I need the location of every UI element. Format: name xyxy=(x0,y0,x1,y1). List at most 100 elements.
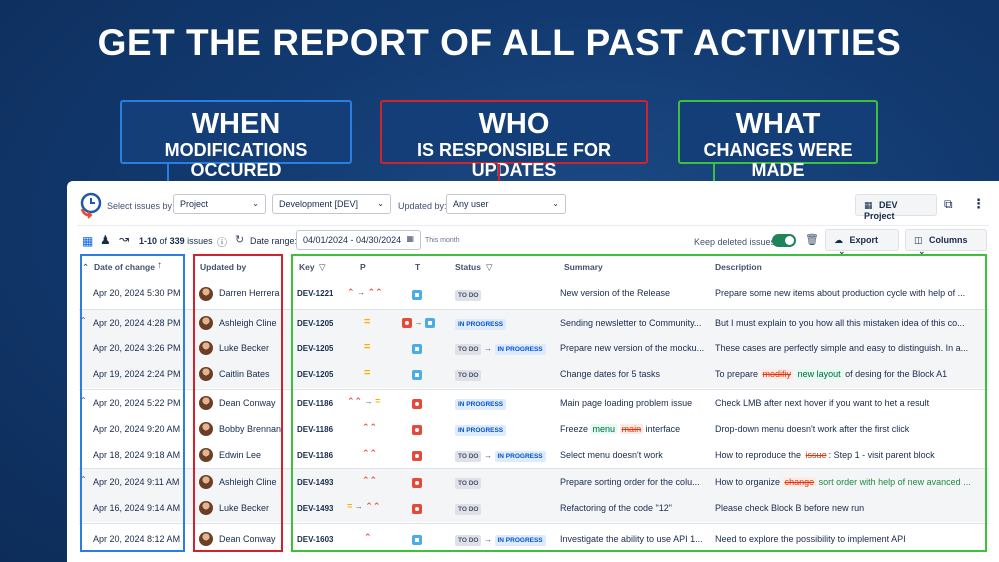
toolbar-divider xyxy=(77,225,989,226)
what-columns-frame xyxy=(291,254,987,552)
avatar xyxy=(199,501,213,515)
export-button[interactable]: ☁ Export ⌄ xyxy=(825,229,899,256)
table-row[interactable]: ⌃ Apr 20, 2024 9:11 AM Ashleigh Cline DE… xyxy=(79,468,989,495)
export-label: Export xyxy=(849,235,879,245)
group-by-user-icon[interactable]: ♟ xyxy=(100,233,111,247)
date-range-input[interactable]: 04/01/2024 - 04/30/2024 ▦ xyxy=(296,230,421,250)
table-row[interactable]: Apr 20, 2024 5:30 PM Darren Herrera DEV-… xyxy=(79,282,989,306)
type-task-icon xyxy=(412,289,422,300)
column-description[interactable]: Description xyxy=(715,262,762,272)
arrow-right-icon: → xyxy=(354,502,363,511)
dev-project-button-label: DEV Project xyxy=(864,200,898,221)
table-row[interactable]: ⌃ Apr 20, 2024 4:28 PM Ashleigh Cline DE… xyxy=(79,309,989,335)
priority-low-icon: ⌃ xyxy=(364,532,372,542)
who-column-frame xyxy=(193,254,283,552)
avatar xyxy=(199,316,213,330)
status-change: TO DO xyxy=(455,503,482,515)
dev-project-button[interactable]: ▦ DEV Project xyxy=(855,194,937,221)
refresh-icon[interactable]: ↻ xyxy=(235,234,245,246)
table-row[interactable]: Apr 20, 2024 9:20 AM Bobby Brennan DEV-1… xyxy=(79,416,989,443)
priority-medium-icon: = xyxy=(364,341,371,353)
user-name: Luke Becker xyxy=(219,343,270,353)
column-key[interactable]: Key xyxy=(299,262,315,272)
sort-ascending-icon[interactable]: ↑ xyxy=(157,260,162,271)
issue-key[interactable]: DEV-1205 xyxy=(297,344,334,353)
issue-key[interactable]: DEV-1205 xyxy=(297,319,334,328)
column-priority[interactable]: P xyxy=(360,262,366,272)
table-row[interactable]: Apr 20, 2024 3:26 PM Luke Becker DEV-120… xyxy=(79,335,989,362)
activity-clock-icon xyxy=(80,192,102,219)
issue-key[interactable]: DEV-1186 xyxy=(297,425,334,434)
added-text: sort order with help of new avanced ... xyxy=(818,477,971,487)
column-summary[interactable]: Summary xyxy=(564,262,603,272)
toggle-knob xyxy=(785,236,794,245)
issue-key[interactable]: DEV-1603 xyxy=(297,535,334,544)
user-name: Caitlin Bates xyxy=(219,369,270,379)
columns-label: Columns xyxy=(929,235,968,245)
priority-change: ⌃ → ⌃⌃ xyxy=(347,287,383,298)
chevron-down-icon: ⌄ xyxy=(377,199,384,208)
column-type[interactable]: T xyxy=(415,262,421,272)
summary: Sending newsletter to Community... xyxy=(560,318,702,328)
table-row[interactable]: Apr 18, 2024 9:18 AM Edwin Lee DEV-1186 … xyxy=(79,443,989,468)
callout-when: WHEN MODIFICATIONS OCCURED xyxy=(120,100,352,180)
filter-icon[interactable]: ▽ xyxy=(319,262,326,272)
user-name: Luke Becker xyxy=(219,503,270,513)
this-month-link[interactable]: This month xyxy=(425,237,460,244)
calendar-icon: ▦ xyxy=(406,234,414,243)
cloud-download-icon: ☁ xyxy=(834,235,843,245)
scope-select[interactable]: Project ⌄ xyxy=(173,194,266,214)
issue-range: 1-10 xyxy=(139,236,158,246)
more-options-icon[interactable]: ⋮ xyxy=(972,196,985,211)
table-view-icon[interactable]: ▦ xyxy=(82,234,94,248)
change-date: Apr 16, 2024 9:14 AM xyxy=(93,503,181,513)
change-date: Apr 20, 2024 3:26 PM xyxy=(93,343,181,353)
description-text: How to reproduce the xyxy=(715,450,804,460)
callout-what-subtitle: CHANGES WERE MADE xyxy=(703,140,853,180)
summary: Prepare sorting order for the colu... xyxy=(560,477,700,487)
issue-key[interactable]: DEV-1493 xyxy=(297,478,334,487)
status-change: TO DO → IN PROGRESS xyxy=(455,534,546,546)
table-row[interactable]: ⌃ Apr 20, 2024 5:22 PM Dean Conway DEV-1… xyxy=(79,389,989,416)
callout-who-subtitle: IS RESPONSIBLE FOR UPDATES xyxy=(416,140,612,180)
issue-key[interactable]: DEV-1186 xyxy=(297,451,334,460)
chart-view-icon[interactable]: ↝ xyxy=(119,232,130,246)
issue-key[interactable]: DEV-1186 xyxy=(297,399,334,408)
column-date[interactable]: Date of change xyxy=(94,262,155,272)
column-status[interactable]: Status xyxy=(455,262,481,272)
project-select[interactable]: Development [DEV] ⌄ xyxy=(272,194,391,214)
date-range-label: Date range: xyxy=(250,236,298,246)
filter-icon[interactable]: ▽ xyxy=(486,262,493,272)
copy-icon[interactable]: ⧉ xyxy=(944,197,953,211)
keep-deleted-toggle[interactable] xyxy=(772,234,796,247)
chevron-down-icon: ⌄ xyxy=(252,199,259,208)
issue-key[interactable]: DEV-1221 xyxy=(297,289,334,298)
collapse-group-icon[interactable]: ⌃ xyxy=(80,475,87,484)
priority-highest-icon: ⌃⌃ xyxy=(365,501,381,511)
column-updated-by[interactable]: Updated by xyxy=(200,262,247,272)
trash-icon[interactable]: 🗑︎ xyxy=(805,234,819,246)
description: But I must explain to you how all this m… xyxy=(715,318,965,328)
description-text: : Step 1 - visit parent block xyxy=(828,450,935,460)
secondary-toolbar: ▦ ♟ ↝ 1-10 of 339 issues ⓘ ↻ Date range:… xyxy=(67,228,999,256)
collapse-group-icon[interactable]: ⌃ xyxy=(80,316,87,325)
issue-key[interactable]: DEV-1493 xyxy=(297,504,334,513)
table-row[interactable]: Apr 19, 2024 2:24 PM Caitlin Bates DEV-1… xyxy=(79,362,989,388)
status-from: TO DO xyxy=(455,504,482,515)
description: Check LMB after next hover if you want t… xyxy=(715,398,930,408)
avatar xyxy=(199,367,213,381)
sort-collapse-icon[interactable]: ⌃ xyxy=(82,262,90,272)
status-from: IN PROGRESS xyxy=(455,319,507,330)
issue-key[interactable]: DEV-1205 xyxy=(297,370,334,379)
columns-button[interactable]: ◫ Columns ⌄ xyxy=(905,229,987,256)
user-select-value: Any user xyxy=(453,199,489,209)
removed-text: modifiy xyxy=(760,369,794,379)
status-to: IN PROGRESS xyxy=(494,451,546,462)
collapse-group-icon[interactable]: ⌃ xyxy=(80,396,87,405)
table-row[interactable]: Apr 16, 2024 9:14 AM Luke Becker DEV-149… xyxy=(79,495,989,522)
user-select[interactable]: Any user ⌄ xyxy=(446,194,566,214)
status-from: TO DO xyxy=(455,535,482,546)
table-row[interactable]: Apr 20, 2024 8:12 AM Dean Conway DEV-160… xyxy=(79,523,989,553)
summary: Change dates for 5 tasks xyxy=(560,369,661,379)
status-to: IN PROGRESS xyxy=(494,535,546,546)
